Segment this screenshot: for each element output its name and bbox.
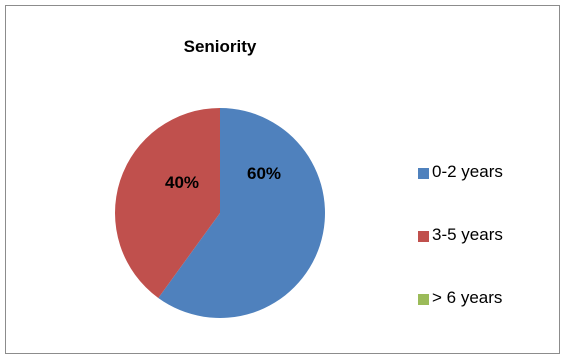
pie-slice-1 (158, 108, 325, 318)
data-label-1: 60% (247, 164, 281, 183)
legend-label-3: > 6 years (432, 288, 503, 307)
legend-swatch-2 (418, 231, 429, 242)
pie-slice-2 (114, 108, 220, 298)
legend-label-1: 0-2 years (432, 162, 503, 181)
legend-swatch-1 (418, 168, 429, 179)
data-label-2: 40% (165, 173, 199, 192)
legend-label-2: 3-5 years (432, 225, 503, 244)
legend-swatch-3 (418, 294, 429, 305)
chart-title: Seniority (183, 37, 257, 56)
